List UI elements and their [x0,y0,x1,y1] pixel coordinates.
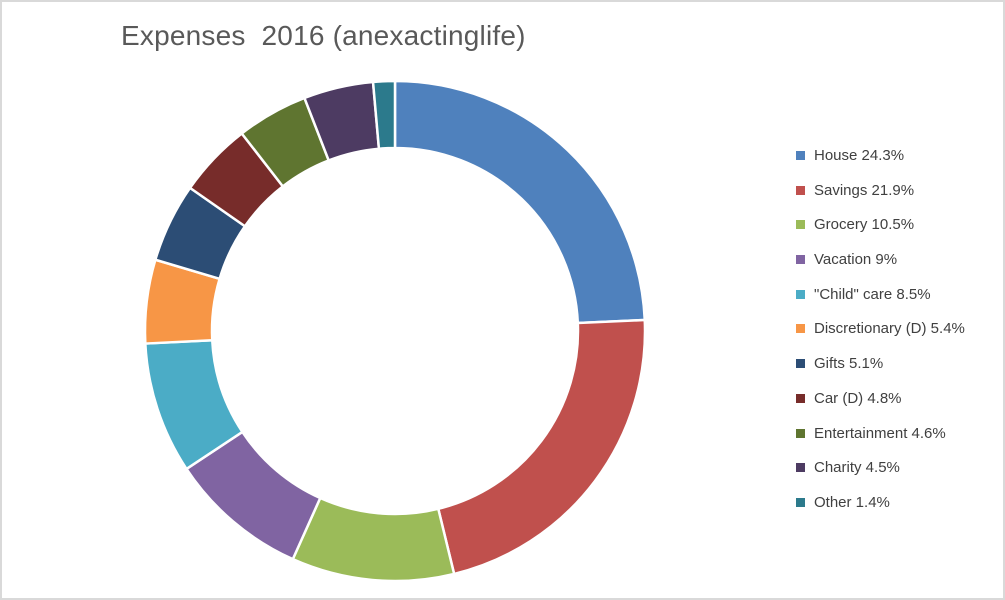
legend-item: Savings 21.9% [796,180,965,201]
legend: House 24.3% Savings 21.9% Grocery 10.5% Vac… [796,145,965,527]
legend-label: Car (D) 4.8% [814,389,902,407]
legend-marker [796,428,805,438]
legend-marker [796,497,805,507]
legend-item: "Child" care 8.5% [796,284,965,305]
legend-item: Gifts 5.1% [796,353,965,374]
legend-label: Vacation 9% [814,251,898,269]
chart-title: Expenses 2016 (anexactinglife) [121,20,526,51]
pie-slice-savings [437,318,647,576]
legend-marker [796,324,805,334]
pie-slice-grocery [291,496,456,583]
legend-marker [796,359,805,369]
legend-item: Car (D) 4.8% [796,388,965,409]
legend-label: Other 1.4% [814,493,890,511]
legend-label: Discretionary (D) 5.4% [814,320,965,338]
legend-marker [796,185,805,195]
legend-label: Grocery 10.5% [814,216,915,234]
legend-marker [796,255,805,265]
legend-marker [796,393,805,403]
legend-item: Entertainment 4.6% [796,423,965,444]
legend-marker [796,220,805,230]
pie-slice-house [393,79,647,325]
legend-item: Charity 4.5% [796,457,965,478]
legend-marker [796,463,805,473]
legend-marker [796,151,805,160]
legend-marker [796,289,805,299]
legend-label: "Child" care 8.5% [814,285,931,303]
legend-item: Other 1.4% [796,492,965,513]
legend-item: Grocery 10.5% [796,214,965,235]
legend-label: House 24.3% [814,147,905,164]
legend-item: Discretionary (D) 5.4% [796,318,965,339]
legend-item: House 24.3% [796,145,965,166]
pie-slice-other [371,79,397,150]
legend-label: Gifts 5.1% [814,355,884,373]
legend-label: Charity 4.5% [814,459,900,477]
legend-label: Savings 21.9% [814,181,915,199]
legend-label: Entertainment 4.6% [814,424,946,442]
legend-item: Vacation 9% [796,249,965,270]
